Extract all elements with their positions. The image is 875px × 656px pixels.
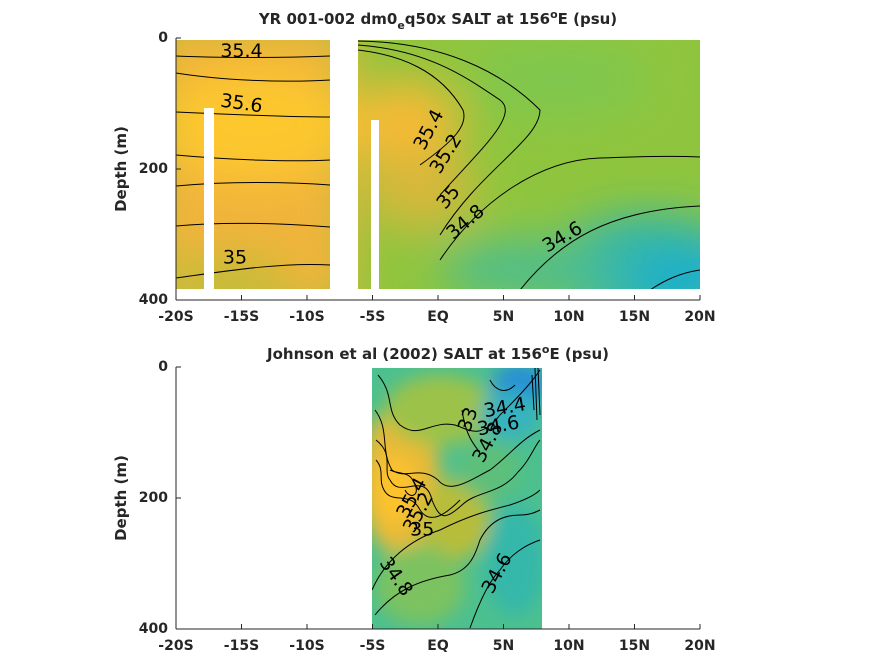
- bottom-x-tick-label: -10S: [289, 638, 324, 654]
- top-x-ticks: -20S -15S -10S -5S EQ 5N 10N 15N 20N: [158, 295, 716, 325]
- top-x-tick-label: 5N: [493, 309, 514, 325]
- bottom-x-tick-label: -20S: [158, 638, 193, 654]
- bottom-x-tick-label: -5S: [360, 638, 386, 654]
- top-chart-title: YR 001-002 dm0eq50x SALT at 156oE (psu): [258, 8, 617, 32]
- bottom-x-tick-label: 10N: [553, 638, 584, 654]
- bottom-title-suffix: E (psu): [549, 345, 609, 363]
- top-x-tick-label: -15S: [224, 309, 259, 325]
- top-x-tick-label: -20S: [158, 309, 193, 325]
- bottom-x-tick-label: EQ: [427, 638, 449, 654]
- top-y-axis-label: Depth (m): [112, 126, 130, 212]
- bottom-axes: -20S -15S -10S -5S EQ 5N 10N 15N 20N 0 200 400: [139, 359, 716, 654]
- top-title-prefix: YR 001-002 dm0: [258, 10, 398, 28]
- top-heatmap: [176, 40, 700, 290]
- top-gaps: [204, 40, 379, 290]
- top-x-tick-label: -10S: [289, 309, 324, 325]
- bottom-heatmap: [372, 368, 542, 629]
- top-title-mid: q50x SALT at 156: [405, 10, 550, 28]
- bottom-contours: [372, 368, 541, 629]
- bottom-title-sup: o: [542, 343, 550, 356]
- top-contours: [176, 40, 700, 290]
- top-title-suffix: E (psu): [558, 10, 618, 28]
- bottom-y-tick-label: 400: [139, 621, 168, 637]
- top-y-tick-label: 200: [139, 161, 168, 177]
- bottom-contour-label: 35: [410, 518, 434, 540]
- top-x-tick-label: EQ: [427, 309, 449, 325]
- bottom-x-tick-label: 5N: [493, 638, 514, 654]
- top-x-tick-label: 20N: [684, 309, 715, 325]
- bottom-chart-title: Johnson et al (2002) SALT at 156oE (psu): [266, 343, 609, 363]
- top-title-sub: e: [397, 19, 404, 32]
- top-y-ticks: 0 200 400: [139, 30, 181, 308]
- bottom-title-prefix: Johnson et al (2002) SALT at 156: [266, 345, 542, 363]
- bottom-x-tick-label: -15S: [224, 638, 259, 654]
- bottom-x-ticks: -20S -15S -10S -5S EQ 5N 10N 15N 20N: [158, 624, 716, 654]
- bottom-x-tick-label: 20N: [684, 638, 715, 654]
- top-x-tick-label: 15N: [619, 309, 650, 325]
- top-contour-label: 35: [223, 246, 247, 268]
- bottom-y-ticks: 0 200 400: [139, 359, 181, 637]
- top-contour-label: 35.4: [220, 40, 262, 62]
- top-y-tick-label: 0: [158, 30, 168, 46]
- bottom-y-tick-label: 0: [158, 359, 168, 375]
- top-y-tick-label: 400: [139, 292, 168, 308]
- top-x-tick-label: -5S: [360, 309, 386, 325]
- bottom-y-tick-label: 200: [139, 490, 168, 506]
- bottom-y-axis-label: Depth (m): [112, 455, 130, 541]
- top-axes: -20S -15S -10S -5S EQ 5N 10N 15N 20N 0 200 400: [139, 30, 716, 325]
- top-x-tick-label: 10N: [553, 309, 584, 325]
- top-title-sup: o: [550, 8, 558, 21]
- bottom-x-tick-label: 15N: [619, 638, 650, 654]
